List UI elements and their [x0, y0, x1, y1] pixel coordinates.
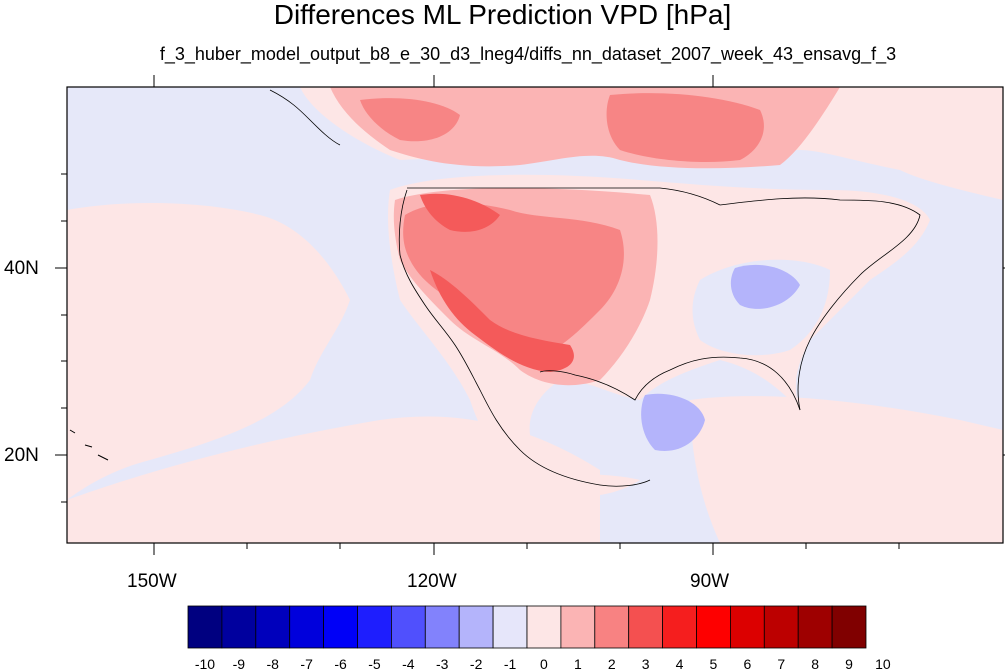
colorbar-tick-label: 6 [743, 656, 752, 672]
colorbar-swatch [221, 605, 257, 649]
axis-ticks [55, 75, 1005, 555]
colorbar-swatch [289, 605, 325, 649]
colorbar-tick-label: -2 [469, 656, 483, 672]
colorbar-swatch [187, 605, 223, 649]
colorbar-tick-label: -9 [232, 656, 246, 672]
positive-west-core [403, 203, 624, 355]
alaska-outline [269, 89, 341, 146]
colorbar-swatch [662, 605, 697, 649]
colorbar-tick-label: 0 [540, 656, 548, 672]
colorbar-swatch [594, 605, 630, 649]
west-coast-outline [398, 189, 481, 391]
colorbar-tick-label: 2 [607, 656, 616, 672]
colorbar-swatch [526, 605, 562, 649]
colorbar-swatch [628, 605, 664, 649]
positive-canada-west [360, 98, 460, 142]
ocean-pink-south [67, 416, 600, 543]
positive-canada-core [606, 93, 764, 162]
gulf-coast-outline [539, 356, 801, 411]
colorbar-tick-label: 8 [811, 656, 820, 672]
lon-label-120w: 120W [407, 571, 457, 592]
ocean-pink-southeast [690, 396, 1003, 543]
colorbar-tick-label: 9 [845, 656, 853, 672]
colorbar-tick-label: 3 [641, 656, 650, 672]
colorbar-swatch [492, 605, 528, 649]
map-title: Differences ML Prediction VPD [hPa] [273, 0, 732, 30]
colorbar-swatch [763, 605, 799, 649]
colorbar-swatch [458, 605, 494, 649]
colorbar-tick-label: 1 [573, 656, 582, 672]
colorbar-tick-label: 7 [777, 656, 786, 672]
colorbar-swatch [797, 605, 833, 649]
colorbar-swatch [255, 605, 291, 649]
colorbar-swatch [323, 605, 358, 649]
colorbar-tick-label: -7 [300, 656, 313, 672]
lat-label-40n: 40N [4, 258, 39, 279]
ocean-pink-west [67, 203, 350, 500]
colorbar-tick-label: -3 [436, 656, 449, 672]
lon-label-90w: 90W [690, 571, 730, 592]
mexico-outline [479, 389, 651, 487]
negative-ohio-valley [730, 264, 800, 309]
colorbar-tick-label: -1 [503, 656, 517, 672]
colorbar-tick-label: -10 [194, 656, 216, 672]
colorbar-tick-label: -6 [334, 656, 347, 672]
colorbar-swatch [696, 605, 731, 649]
colorbar-tick-label: 5 [709, 656, 718, 672]
lat-label-20n: 20N [4, 445, 39, 466]
negative-gulf [641, 393, 705, 451]
colorbar-tick-label: -8 [266, 656, 279, 672]
hawaii-islands [69, 429, 109, 461]
colorbar-swatch [730, 605, 765, 649]
colorbar-tick-label: 4 [675, 656, 684, 672]
colorbar-tick-label: 10 [875, 656, 891, 672]
map-subtitle: f_3_huber_model_output_b8_e_30_d3_lneg4/… [159, 44, 897, 64]
east-coast-outline [719, 197, 921, 411]
us-canada-border [407, 187, 721, 206]
colorbar-swatch [424, 605, 460, 649]
positive-southwest-peak [430, 270, 574, 372]
colorbar-swatch [831, 605, 867, 649]
colorbar-swatch [560, 605, 596, 649]
lon-label-150w: 150W [127, 571, 177, 592]
colorbar-swatch [357, 605, 392, 649]
positive-north-plains [420, 193, 500, 232]
colorbar-swatch [390, 605, 426, 649]
colorbar-tick-label: -4 [402, 656, 415, 672]
colorbar-tick-label: -5 [368, 656, 381, 672]
